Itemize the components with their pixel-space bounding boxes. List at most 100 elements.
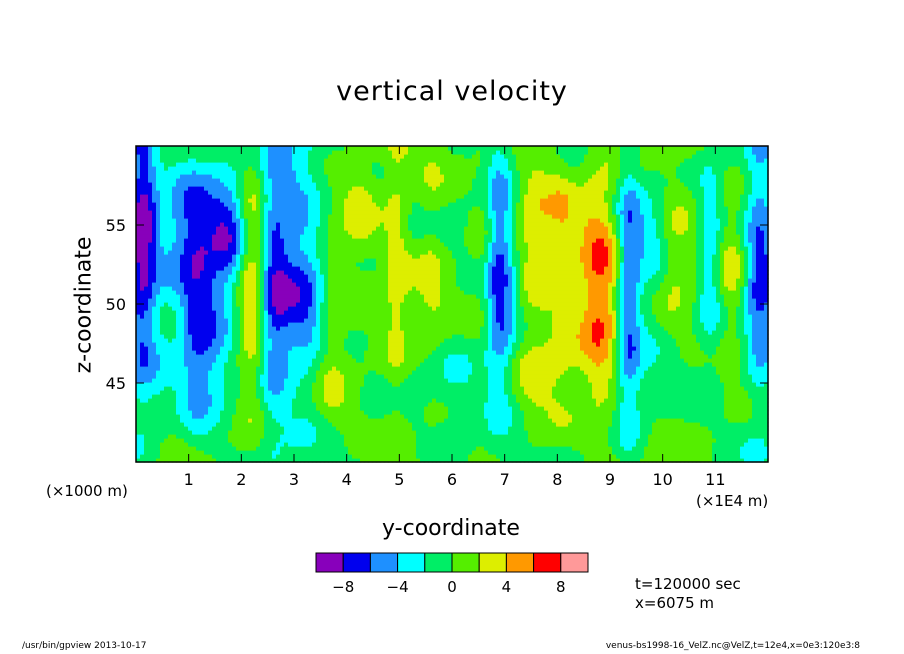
heatmap-cell [196,418,201,423]
heatmap-cell [380,230,385,235]
heatmap-cell [188,382,193,387]
heatmap-cell [336,230,341,235]
heatmap-cell [256,258,261,263]
heatmap-cell [180,166,185,171]
heatmap-cell [360,410,365,415]
heatmap-cell [204,458,209,463]
heatmap-cell [288,314,293,319]
heatmap-cell [272,194,277,199]
heatmap-cell [384,178,389,183]
heatmap-cell [260,390,265,395]
heatmap-cell [220,354,225,359]
heatmap-cell [276,254,281,259]
heatmap-cell [168,206,173,211]
heatmap-cell [224,226,229,231]
heatmap-cell [280,286,285,291]
heatmap-cell [148,394,153,399]
heatmap-cell [140,202,145,207]
heatmap-cell [376,406,381,411]
heatmap-cell [232,262,237,267]
heatmap-cell [212,150,217,155]
heatmap-cell [316,386,321,391]
heatmap-cell [356,306,361,311]
heatmap-cell [284,434,289,439]
heatmap-cell [300,150,305,155]
heatmap-cell [268,390,273,395]
heatmap-cell [380,406,385,411]
heatmap-cell [376,158,381,163]
heatmap-cell [384,366,389,371]
heatmap-cell [312,238,317,243]
heatmap-cell [164,450,169,455]
heatmap-cell [268,218,273,223]
heatmap-cell [248,162,253,167]
heatmap-cell [208,306,213,311]
heatmap-cell [236,258,241,263]
heatmap-cell [164,386,169,391]
heatmap-cell [348,242,353,247]
heatmap-cell [252,426,257,431]
heatmap-cell [236,154,241,159]
heatmap-cell [312,306,317,311]
heatmap-cell [240,430,245,435]
heatmap-cell [172,254,177,259]
heatmap-cell [364,294,369,299]
heatmap-cell [232,202,237,207]
heatmap-cell [176,314,181,319]
heatmap-cell [196,346,201,351]
heatmap-cell [384,410,389,415]
heatmap-cell [272,266,277,271]
heatmap-cell [236,458,241,463]
heatmap-cell [180,326,185,331]
heatmap-cell [304,194,309,199]
heatmap-cell [192,302,197,307]
heatmap-cell [328,234,333,239]
heatmap-cell [252,446,257,451]
heatmap-cell [264,310,269,315]
heatmap-cell [312,410,317,415]
heatmap-cell [192,442,197,447]
heatmap-cell [252,286,257,291]
heatmap-cell [348,158,353,163]
heatmap-cell [344,190,349,195]
heatmap-cell [364,450,369,455]
heatmap-cell [200,374,205,379]
heatmap-cell [300,370,305,375]
heatmap-cell [228,410,233,415]
heatmap-cell [192,178,197,183]
heatmap-cell [248,146,253,151]
heatmap-cell [220,390,225,395]
heatmap-cell [292,314,297,319]
heatmap-cell [312,266,317,271]
heatmap-cell [372,238,377,243]
heatmap-cell [328,434,333,439]
heatmap-cell [352,210,357,215]
heatmap-cell [296,306,301,311]
heatmap-cell [304,318,309,323]
heatmap-cell [268,226,273,231]
heatmap-cell [368,322,373,327]
heatmap-cell [344,218,349,223]
heatmap-cell [228,402,233,407]
heatmap-cell [360,258,365,263]
heatmap-cell [188,370,193,375]
heatmap-cell [240,326,245,331]
heatmap-cell [204,398,209,403]
heatmap-cell [304,446,309,451]
heatmap-cell [376,362,381,367]
heatmap-cell [384,434,389,439]
heatmap-cell [240,426,245,431]
heatmap-cell [224,234,229,239]
heatmap-cell [284,178,289,183]
heatmap-cell [164,374,169,379]
heatmap-cell [248,414,253,419]
heatmap-cell [284,450,289,455]
heatmap-cell [332,386,337,391]
heatmap-cell [332,258,337,263]
heatmap-cell [268,394,273,399]
heatmap-cell [176,454,181,459]
heatmap-cell [136,286,141,291]
heatmap-cell [172,266,177,271]
heatmap-cell [312,382,317,387]
heatmap-cell [156,254,161,259]
